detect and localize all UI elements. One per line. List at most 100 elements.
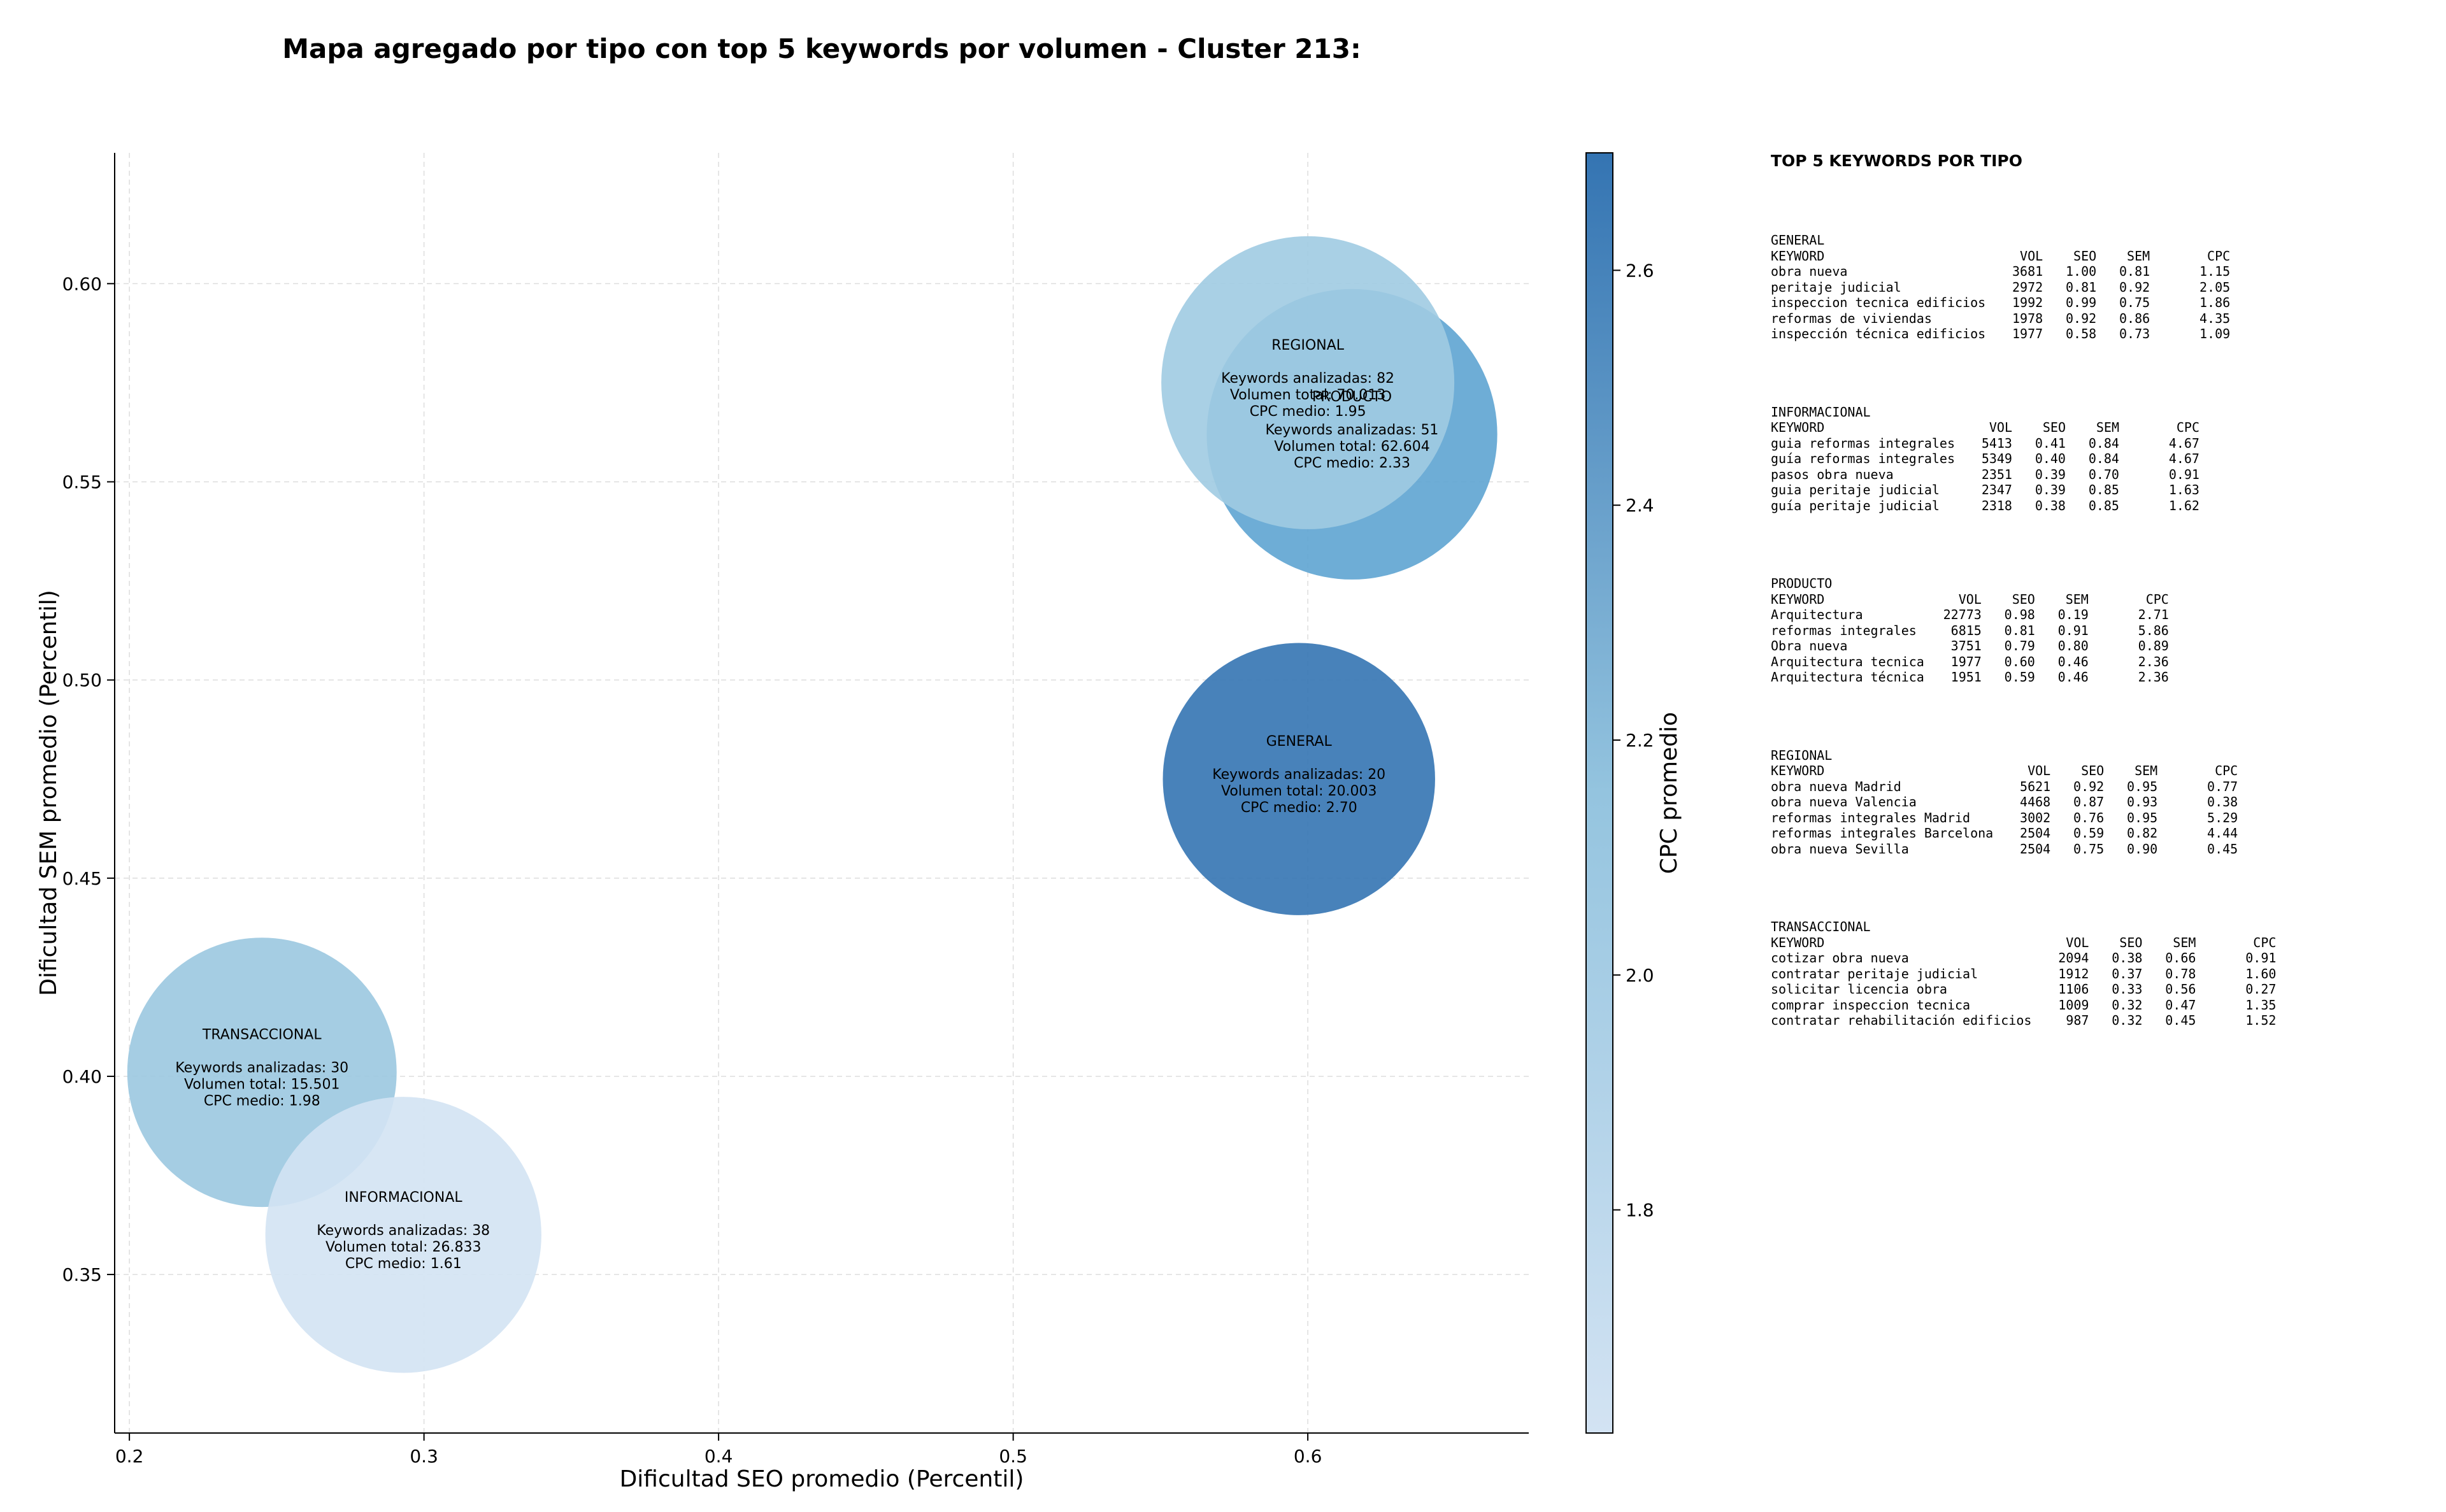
keyword-group-informacional: INFORMACIONAL KEYWORD VOL SEO SEM CPC guia ref… <box>1771 404 2433 514</box>
table-cell: 987 <box>2066 1013 2089 1028</box>
y-tick-label: 0.60 <box>62 273 102 294</box>
chart-title: Mapa agregado por tipo con top 5 keyword… <box>282 33 1361 64</box>
table-cell: 2.36 <box>2138 669 2169 685</box>
table-row: obra nueva 3681 1.00 0.81 1.15 <box>1771 264 2230 280</box>
x-tick-label: 0.2 <box>115 1446 144 1467</box>
table-cell: 0.38 <box>2207 794 2238 809</box>
table-cell: 0.84 <box>2088 435 2119 451</box>
table-cell: 0.81 <box>2004 622 2035 638</box>
keyword-table: KEYWORD VOL SEO SEM CPC Arquitectura 22773 0.98… <box>1771 592 2169 685</box>
table-cell: 0.19 <box>2057 607 2089 622</box>
table-cell: 0.92 <box>2065 310 2097 326</box>
x-tick-label: 0.6 <box>1294 1446 1322 1467</box>
table-cell: 1.86 <box>2199 295 2231 310</box>
table-cell: 0.45 <box>2207 841 2238 857</box>
table-cell: 1977 <box>1950 653 1982 669</box>
table-cell: 0.46 <box>2057 669 2089 685</box>
table-row: Arquitectura técnica 1951 0.59 0.46 2.36 <box>1771 669 2169 685</box>
table-cell: 0.46 <box>2057 653 2089 669</box>
table-cell: 4.67 <box>2168 451 2199 466</box>
table-cell: 0.40 <box>2035 451 2066 466</box>
table-row: pasos obra nueva 2351 0.39 0.70 0.91 <box>1771 467 2199 483</box>
bubbles <box>127 236 1498 1373</box>
x-axis-label: Dificultad SEO promedio (Percentil) <box>620 1466 1024 1492</box>
table-cell: 0.66 <box>2165 950 2196 966</box>
table-row: reformas integrales Madrid 3002 0.76 0.95 5.… <box>1771 810 2238 826</box>
table-cell: Arquitectura <box>1771 607 1863 622</box>
header-cell: VOL <box>2066 934 2089 950</box>
table-row: contratar peritaje judicial 1912 0.37 0.78 1… <box>1771 966 2276 982</box>
table-cell: comprar inspeccion tecnica <box>1771 997 1971 1013</box>
y-tick-label: 0.35 <box>62 1264 102 1285</box>
table-row: obra nueva Sevilla 2504 0.75 0.90 0.45 <box>1771 841 2238 857</box>
table-cell: 0.59 <box>2073 825 2105 841</box>
bubble-stat-label: Volumen total: 26.833 <box>325 1239 481 1255</box>
bubble-stat-label: Keywords analizadas: 30 <box>175 1060 348 1076</box>
table-cell: 2504 <box>2020 825 2051 841</box>
table-cell: 0.41 <box>2035 435 2066 451</box>
table-cell: 2.36 <box>2138 653 2169 669</box>
header-cell: SEM <box>2065 591 2089 607</box>
table-cell: 0.75 <box>2119 295 2150 310</box>
keyword-table-header: KEYWORD VOL SEO SEM CPC <box>1771 592 2169 608</box>
bubble-stat-label: Volumen total: 15.501 <box>184 1077 340 1093</box>
table-cell: 2504 <box>2020 841 2051 857</box>
table-cell: obra nueva <box>1771 264 1848 279</box>
table-row: solicitar licencia obra 1106 0.33 0.56 0.27 <box>1771 981 2276 997</box>
table-cell: 0.91 <box>2168 466 2199 482</box>
table-cell: 4.67 <box>2168 435 2199 451</box>
y-axis-label: Dificultad SEM promedio (Percentil) <box>36 590 62 996</box>
header-cell: SEO <box>2012 591 2035 607</box>
table-cell: 0.95 <box>2127 809 2158 825</box>
bubble-type-label: TRANSACCIONAL <box>202 1027 322 1043</box>
table-cell: 5621 <box>2020 778 2051 794</box>
table-cell: 0.56 <box>2165 981 2196 997</box>
x-tick-label: 0.3 <box>410 1446 438 1467</box>
table-cell: peritaje judicial <box>1771 279 1901 295</box>
table-cell: 0.91 <box>2245 950 2277 966</box>
keyword-table-header: KEYWORD VOL SEO SEM CPC <box>1771 935 2276 951</box>
table-row: comprar inspeccion tecnica 1009 0.32 0.47 1.… <box>1771 997 2276 1013</box>
colorbar-label: CPC promedio <box>1656 712 1682 874</box>
table-cell: 0.33 <box>2112 981 2143 997</box>
table-cell: obra nueva Sevilla <box>1771 841 1909 857</box>
table-cell: pasos obra nueva <box>1771 466 1894 482</box>
bubble-stat-label: Keywords analizadas: 51 <box>1266 422 1439 438</box>
table-cell: 1.35 <box>2245 997 2277 1013</box>
keyword-table: KEYWORD VOL SEO SEM CPC obra nueva 3681 1.00 0.8… <box>1771 248 2230 342</box>
table-cell: 0.89 <box>2138 638 2169 653</box>
header-cell: KEYWORD <box>1771 248 1825 264</box>
table-cell: 0.27 <box>2245 981 2277 997</box>
colorbar-tick-label: 2.6 <box>1626 260 1654 281</box>
header-cell: CPC <box>2253 934 2277 950</box>
table-cell: reformas integrales Barcelona <box>1771 825 1994 841</box>
table-cell: 0.32 <box>2112 1013 2143 1028</box>
table-cell: 0.85 <box>2088 497 2119 513</box>
y-tick-label: 0.45 <box>62 868 102 889</box>
table-cell: 1912 <box>2058 966 2089 981</box>
table-cell: 0.60 <box>2004 653 2035 669</box>
bubble-stat-label: CPC medio: 1.95 <box>1250 404 1366 420</box>
table-cell: 3681 <box>2012 264 2043 279</box>
table-cell: contratar peritaje judicial <box>1771 966 1978 981</box>
table-cell: 0.70 <box>2088 466 2119 482</box>
header-cell: SEM <box>2096 420 2119 435</box>
header-cell: SEO <box>2073 248 2097 264</box>
bubble-general <box>1162 643 1435 915</box>
bubble-stat-label: CPC medio: 1.98 <box>204 1094 320 1109</box>
table-cell: guía reformas integrales <box>1771 451 1955 466</box>
table-cell: 2.05 <box>2199 279 2231 295</box>
bubble-stat-label: Volumen total: 20.003 <box>1221 783 1377 799</box>
keyword-group-transaccional: TRANSACCIONAL KEYWORD VOL SEO SEM CPC cotizar … <box>1771 919 2433 1029</box>
table-row: guía peritaje judicial 2318 0.38 0.85 1.62 <box>1771 498 2199 514</box>
bubble-stat-label: Volumen total: 70.013 <box>1230 387 1385 403</box>
table-cell: 0.47 <box>2165 997 2196 1013</box>
table-cell: 2351 <box>1981 466 2012 482</box>
table-cell: 0.98 <box>2004 607 2035 622</box>
bubble-stat-label: Keywords analizadas: 20 <box>1212 767 1385 783</box>
table-cell: Arquitectura técnica <box>1771 669 1924 685</box>
keyword-table: KEYWORD VOL SEO SEM CPC cotizar obra nueva 209… <box>1771 935 2276 1029</box>
table-cell: 0.37 <box>2112 966 2143 981</box>
table-cell: 0.73 <box>2119 326 2150 341</box>
header-cell: KEYWORD <box>1771 420 1825 435</box>
